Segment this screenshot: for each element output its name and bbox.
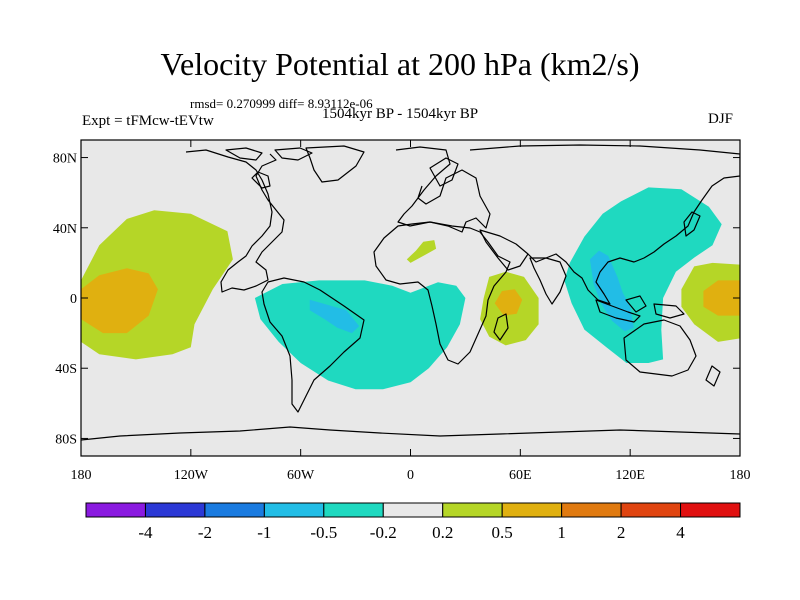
europe-coast — [395, 146, 491, 233]
antarctica-coast — [81, 426, 740, 441]
colorbar-swatch — [680, 502, 741, 518]
japan-coast — [683, 211, 701, 237]
contour-regions — [81, 187, 740, 390]
region-west-pacific-strong — [703, 280, 740, 316]
period-label: 1504kyr BP - 1504kyr BP — [322, 106, 479, 122]
y-tick-label: 0 — [70, 292, 77, 307]
asia-coast — [469, 144, 740, 305]
x-tick-label: 60E — [509, 468, 532, 483]
y-tick-label: 40N — [53, 222, 77, 237]
axis-ticks: 180 120W 60W 0 60E 120E 180 80N 40N 0 40S 80S — [53, 140, 751, 483]
australia-coast — [623, 319, 697, 377]
arctic-islands-coast — [225, 147, 313, 161]
colorbar: -4 -2 -1 -0.5 -0.2 0.2 0.5 1 2 4 — [85, 502, 741, 542]
x-tick-label: 180 — [730, 468, 751, 483]
colorbar-swatch — [144, 502, 206, 518]
new-zealand-coast — [705, 365, 721, 387]
y-tick-label: 40S — [55, 362, 77, 377]
colorbar-label: -0.5 — [310, 523, 337, 542]
x-tick-label: 120E — [615, 468, 645, 483]
x-tick-label: 180 — [71, 468, 92, 483]
hudson-bay-coast — [251, 171, 271, 189]
season-label: DJF — [708, 111, 734, 127]
scandinavia-coast — [429, 157, 459, 187]
colorbar-label: -4 — [138, 523, 153, 542]
arabia-coast — [479, 229, 529, 271]
coastlines — [81, 144, 740, 441]
greenland-coast — [305, 145, 365, 183]
madagascar-coast — [493, 313, 509, 341]
colorbar-label: 2 — [617, 523, 626, 542]
x-tick-label: 0 — [407, 468, 414, 483]
region-central-pacific-strong — [81, 268, 158, 334]
experiment-label: Expt = tFMcw-tEVtw — [82, 113, 214, 129]
region-brazil-minimum — [309, 299, 360, 334]
colorbar-label: 1 — [557, 523, 566, 542]
colorbar-swatch — [620, 502, 682, 518]
colorbar-label: -0.2 — [370, 523, 397, 542]
region-east-africa-indian-strong — [494, 289, 523, 316]
southeast-asia-islands-coast — [595, 295, 685, 323]
y-tick-label: 80N — [53, 152, 77, 167]
colorbar-swatch — [204, 502, 265, 518]
region-north-africa-positive — [406, 240, 437, 263]
africa-coast — [373, 221, 511, 365]
colorbar-label: 4 — [676, 523, 685, 542]
colorbar-label: 0.2 — [432, 523, 453, 542]
colorbar-swatch — [85, 502, 146, 518]
x-tick-label: 60W — [287, 468, 315, 483]
colorbar-label: -2 — [198, 523, 212, 542]
chart-title: Velocity Potential at 200 hPa (km2/s) — [160, 46, 640, 82]
stats-label: rmsd= 0.270999 diff= 8.93112e-06 — [190, 96, 373, 111]
colorbar-swatch — [561, 502, 622, 518]
india-coast — [529, 257, 567, 305]
colorbar-label: 0.5 — [492, 523, 513, 542]
north-america-coast — [185, 149, 285, 293]
colorbar-swatch — [442, 502, 503, 518]
colorbar-swatch — [501, 502, 563, 518]
x-tick-label: 120W — [174, 468, 209, 483]
colorbar-swatch — [323, 502, 384, 518]
colorbar-swatch — [263, 502, 325, 518]
south-america-coast — [261, 277, 365, 413]
colorbar-label: -1 — [257, 523, 271, 542]
y-tick-label: 80S — [55, 432, 77, 447]
colorbar-swatch — [382, 502, 444, 518]
